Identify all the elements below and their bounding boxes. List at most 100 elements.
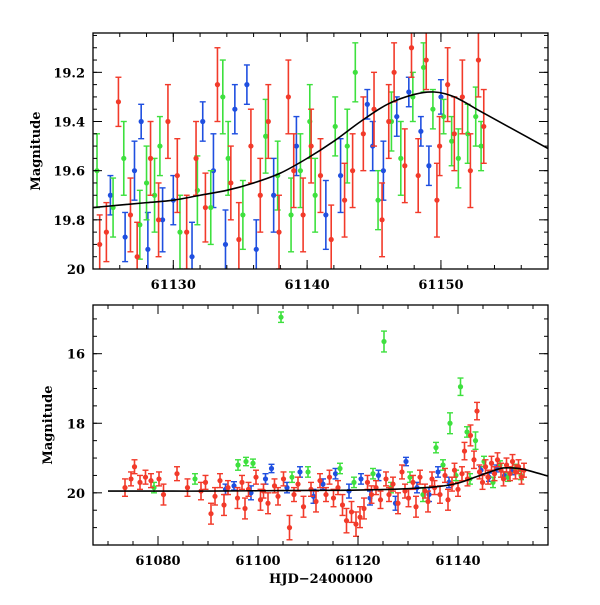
top-red-marker	[174, 172, 180, 179]
top-red-marker	[445, 82, 451, 88]
top-red-marker	[408, 45, 415, 51]
top-blue-marker	[293, 143, 300, 149]
top-green-marker	[177, 229, 183, 235]
top-blue-marker	[189, 254, 195, 260]
bottom-red-point	[131, 459, 138, 475]
top-series-red	[96, 33, 487, 269]
bottom-green-marker	[457, 384, 464, 390]
bottom-red-marker	[148, 478, 154, 484]
bottom-red-point	[137, 474, 143, 491]
bottom-red-point	[160, 483, 167, 506]
top-green-marker	[288, 212, 294, 218]
bottom-red-marker	[295, 481, 301, 487]
top-red-marker	[308, 143, 314, 149]
bottom-red-point	[461, 441, 468, 461]
bottom-red-marker	[368, 491, 375, 498]
bottom-blue-marker	[262, 476, 269, 482]
top-red-marker	[291, 168, 297, 174]
top-red-point	[164, 83, 171, 160]
bottom-blue-marker	[375, 472, 382, 479]
top-blue-marker	[394, 113, 400, 120]
top-red-point	[202, 172, 209, 243]
top-green-point	[397, 120, 404, 196]
bottom-green-point	[370, 467, 376, 480]
bottom-red-point	[239, 474, 245, 491]
top-red-point	[341, 162, 348, 238]
bottom-red-point	[335, 479, 341, 496]
bottom-red-point	[286, 514, 293, 541]
top-blue-marker	[426, 163, 432, 169]
top-green-point	[225, 120, 232, 196]
bottom-red-marker	[234, 495, 241, 501]
top-blue-point	[189, 221, 196, 269]
top-red-point	[193, 120, 200, 196]
bottom-blue-marker	[346, 488, 352, 494]
bottom-red-marker	[286, 525, 293, 531]
bottom-x-tick-label: 61080	[135, 554, 180, 569]
bottom-red-marker	[474, 408, 480, 414]
top-red-marker	[481, 123, 487, 130]
top-blue-point	[199, 101, 206, 142]
bottom-green-marker	[351, 479, 357, 485]
bottom-red-marker	[361, 505, 367, 512]
bottom-green-point	[464, 426, 470, 438]
top-red-marker	[97, 241, 103, 248]
bottom-red-point	[348, 500, 355, 524]
top-green-point	[239, 179, 246, 251]
top-red-point	[349, 133, 356, 209]
bottom-red-marker	[253, 474, 259, 480]
bottom-green-marker	[337, 465, 343, 472]
top-red-point	[276, 194, 283, 269]
top-red-point	[265, 83, 272, 160]
top-red-marker	[341, 197, 348, 203]
top-blue-marker	[418, 128, 424, 134]
top-blue-point	[138, 103, 145, 140]
bottom-red-point	[265, 492, 271, 515]
bottom-green-point	[243, 456, 249, 467]
top-x-tick-label: 61150	[418, 278, 463, 293]
bottom-red-marker	[142, 474, 149, 480]
top-blue-point	[393, 96, 400, 137]
top-green-point	[297, 133, 304, 209]
bottom-red-marker	[156, 476, 162, 482]
bottom-red-marker	[184, 485, 191, 491]
bottom-red-point	[280, 471, 287, 487]
top-green-marker	[312, 192, 318, 198]
bottom-red-point	[488, 455, 495, 471]
bottom-red-point	[442, 467, 448, 484]
bottom-blue-point	[231, 480, 237, 491]
top-green-point	[312, 157, 319, 233]
bottom-red-marker	[479, 479, 486, 485]
top-green-point	[352, 42, 359, 103]
top-green-point	[429, 88, 436, 130]
top-green-point	[219, 59, 226, 135]
bottom-axis-ticks: 61080 61100 61120 61140 16 18 20	[67, 305, 548, 569]
top-red-point	[408, 33, 415, 78]
top-panel: 61130 61140 61150 19.2 19.4 19.6 19.8 20 Magnit…	[29, 32, 549, 293]
top-green-marker	[332, 123, 338, 130]
bottom-green-point	[289, 471, 295, 484]
bottom-red-point	[253, 469, 259, 485]
bottom-x-tick-label: 61120	[335, 554, 380, 569]
top-axis-ticks: 61130 61140 61150 19.2 19.4 19.6 19.8 20	[53, 33, 549, 293]
top-red-point	[328, 204, 335, 269]
bottom-green-point	[278, 311, 284, 324]
top-green-point	[207, 169, 214, 246]
bottom-red-marker	[239, 479, 245, 485]
bottom-red-marker	[137, 479, 143, 485]
bottom-red-marker	[317, 478, 323, 484]
bottom-red-marker	[509, 458, 516, 465]
top-red-marker	[193, 155, 199, 161]
bottom-green-marker	[278, 314, 284, 320]
top-red-point	[183, 194, 190, 269]
top-red-marker	[134, 254, 140, 260]
top-red-marker	[437, 143, 443, 149]
top-blue-point	[270, 157, 277, 233]
bottom-red-marker	[335, 485, 341, 491]
bottom-red-point	[242, 497, 248, 520]
bottom-red-marker	[488, 460, 495, 466]
bottom-red-point	[410, 474, 416, 491]
bottom-red-point	[413, 495, 419, 518]
bottom-red-marker	[339, 502, 346, 508]
top-red-point	[423, 33, 430, 91]
